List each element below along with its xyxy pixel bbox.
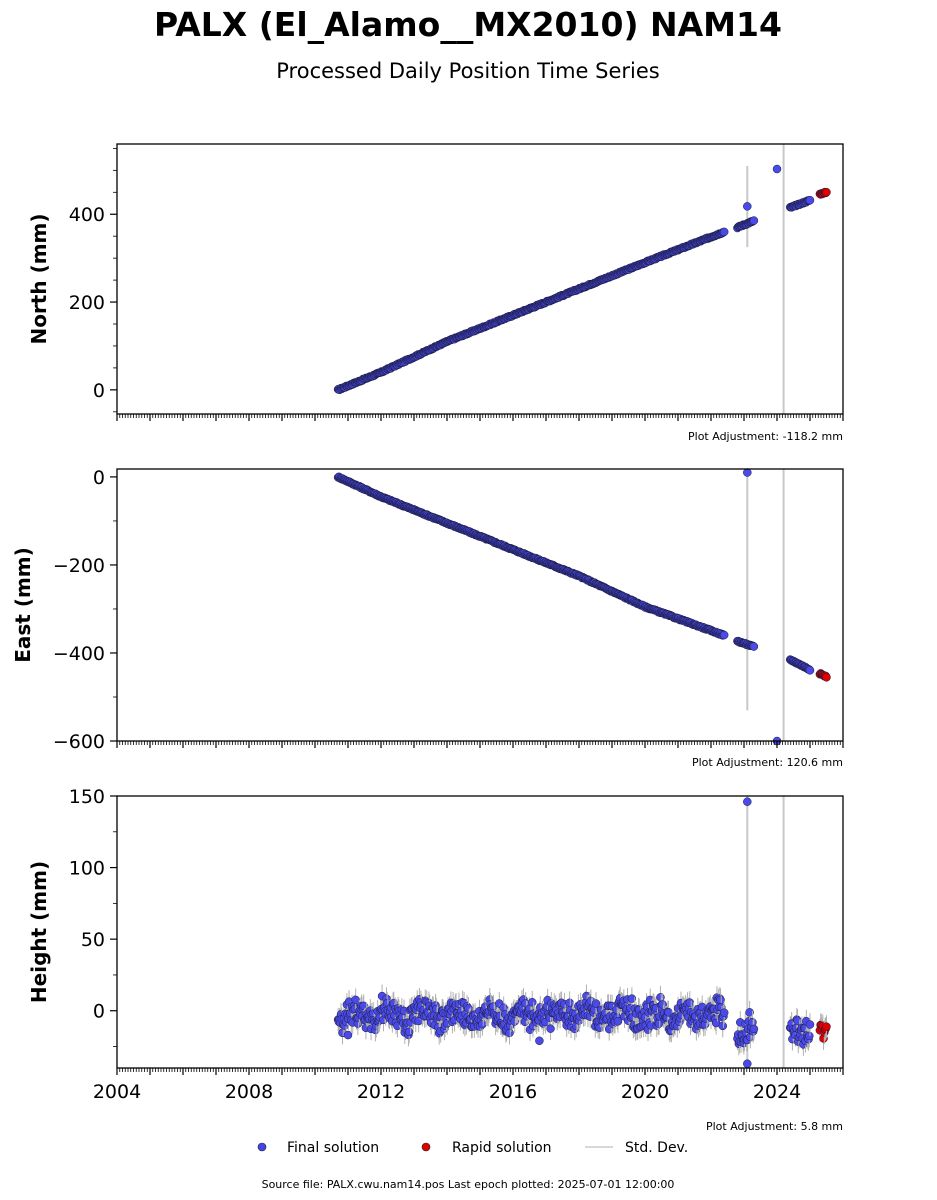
final-solution-point xyxy=(743,797,752,806)
final-solution-point xyxy=(505,1028,514,1038)
figure-title: PALX (El_Alamo__MX2010) NAM14 xyxy=(154,5,782,44)
y-tick-label: 0 xyxy=(93,380,105,402)
height-panel: 2004 2008 2012 2016 2020 2024 0 50 100 150 Height … xyxy=(27,786,844,1133)
legend-final-marker xyxy=(257,1142,267,1152)
final-solution-point xyxy=(404,1027,414,1037)
plot-adjustment-label: Plot Adjustment: -118.2 mm xyxy=(688,430,843,443)
x-tick-label: 2012 xyxy=(357,1081,405,1103)
final-solution-point xyxy=(719,630,729,640)
legend-rapid-label: Rapid solution xyxy=(452,1140,552,1156)
legend-final-label: Final solution xyxy=(287,1140,379,1156)
final-solution-point xyxy=(658,1000,667,1009)
final-solution-point xyxy=(656,993,665,1002)
final-solution-point xyxy=(743,202,752,211)
final-solution-point xyxy=(546,1024,555,1033)
y-tick-label: 0 xyxy=(93,1001,105,1023)
final-solution-point xyxy=(613,1017,623,1026)
final-solution-point xyxy=(772,164,782,174)
final-solution-point xyxy=(805,666,815,675)
final-solution-point xyxy=(749,1024,759,1034)
y-tick-label: 50 xyxy=(81,929,105,951)
final-solution-point xyxy=(718,1021,727,1031)
x-tick-label: 2008 xyxy=(225,1081,273,1103)
rapid-solution-point xyxy=(822,673,831,682)
final-solution-point xyxy=(805,1031,814,1041)
final-solution-point xyxy=(743,1059,752,1068)
final-solution-point xyxy=(535,1036,544,1046)
final-solution-point xyxy=(343,1030,353,1040)
x-tick-label: 2016 xyxy=(489,1081,537,1103)
final-solution-point xyxy=(749,642,759,651)
final-solution-point xyxy=(351,995,360,1005)
final-solution-point xyxy=(743,468,752,477)
y-tick-label: 0 xyxy=(93,467,105,489)
plot-adjustment-label: Plot Adjustment: 120.6 mm xyxy=(692,756,843,769)
x-tick-label: 2024 xyxy=(753,1081,801,1103)
x-tick-label: 2004 xyxy=(93,1081,141,1103)
y-tick-label: 400 xyxy=(69,204,105,226)
north-panel: 0 200 400 North (mm) Plot Adjustment: -118.2… xyxy=(27,143,844,443)
final-solution-point xyxy=(805,195,815,205)
final-solution-point xyxy=(478,1019,487,1029)
final-solution-point xyxy=(527,998,537,1007)
legend-rapid-marker xyxy=(421,1142,431,1152)
y-tick-label: −400 xyxy=(53,643,105,665)
y-axis-label: Height (mm) xyxy=(27,861,51,1003)
final-solution-point xyxy=(719,227,729,237)
y-tick-label: 100 xyxy=(69,858,105,880)
y-tick-label: −600 xyxy=(53,731,105,753)
final-solution-point xyxy=(749,216,759,225)
final-solution-point xyxy=(745,1008,754,1017)
legend-stddev-label: Std. Dev. xyxy=(625,1140,688,1156)
final-solution-point xyxy=(591,999,601,1008)
y-axis-label: East (mm) xyxy=(11,547,35,663)
final-solution-point xyxy=(716,995,725,1005)
east-panel: −600 −400 −200 0 East (mm) Plot Adjustment: 1… xyxy=(11,467,844,769)
y-tick-label: −200 xyxy=(53,555,105,577)
plot-frame xyxy=(116,468,844,742)
final-solution-point xyxy=(627,994,637,1003)
final-solution-point xyxy=(719,1008,729,1017)
y-axis-label: North (mm) xyxy=(27,213,51,344)
x-tick-label: 2020 xyxy=(621,1081,669,1103)
y-tick-label: 150 xyxy=(69,786,105,808)
final-solution-point xyxy=(685,998,695,1007)
legend: Final solution Rapid solution Std. Dev. xyxy=(257,1140,688,1156)
figure-subtitle: Processed Daily Position Time Series xyxy=(276,59,660,83)
final-solution-point xyxy=(805,1020,815,1029)
y-tick-label: 200 xyxy=(69,292,105,314)
source-note: Source file: PALX.cwu.nam14.pos Last epo… xyxy=(262,1178,675,1191)
final-solution-point xyxy=(565,998,574,1008)
rapid-solution-point xyxy=(822,187,831,197)
rapid-solution-point xyxy=(822,1022,831,1031)
plot-adjustment-label: Plot Adjustment: 5.8 mm xyxy=(706,1120,843,1133)
plot-frame xyxy=(116,143,844,415)
